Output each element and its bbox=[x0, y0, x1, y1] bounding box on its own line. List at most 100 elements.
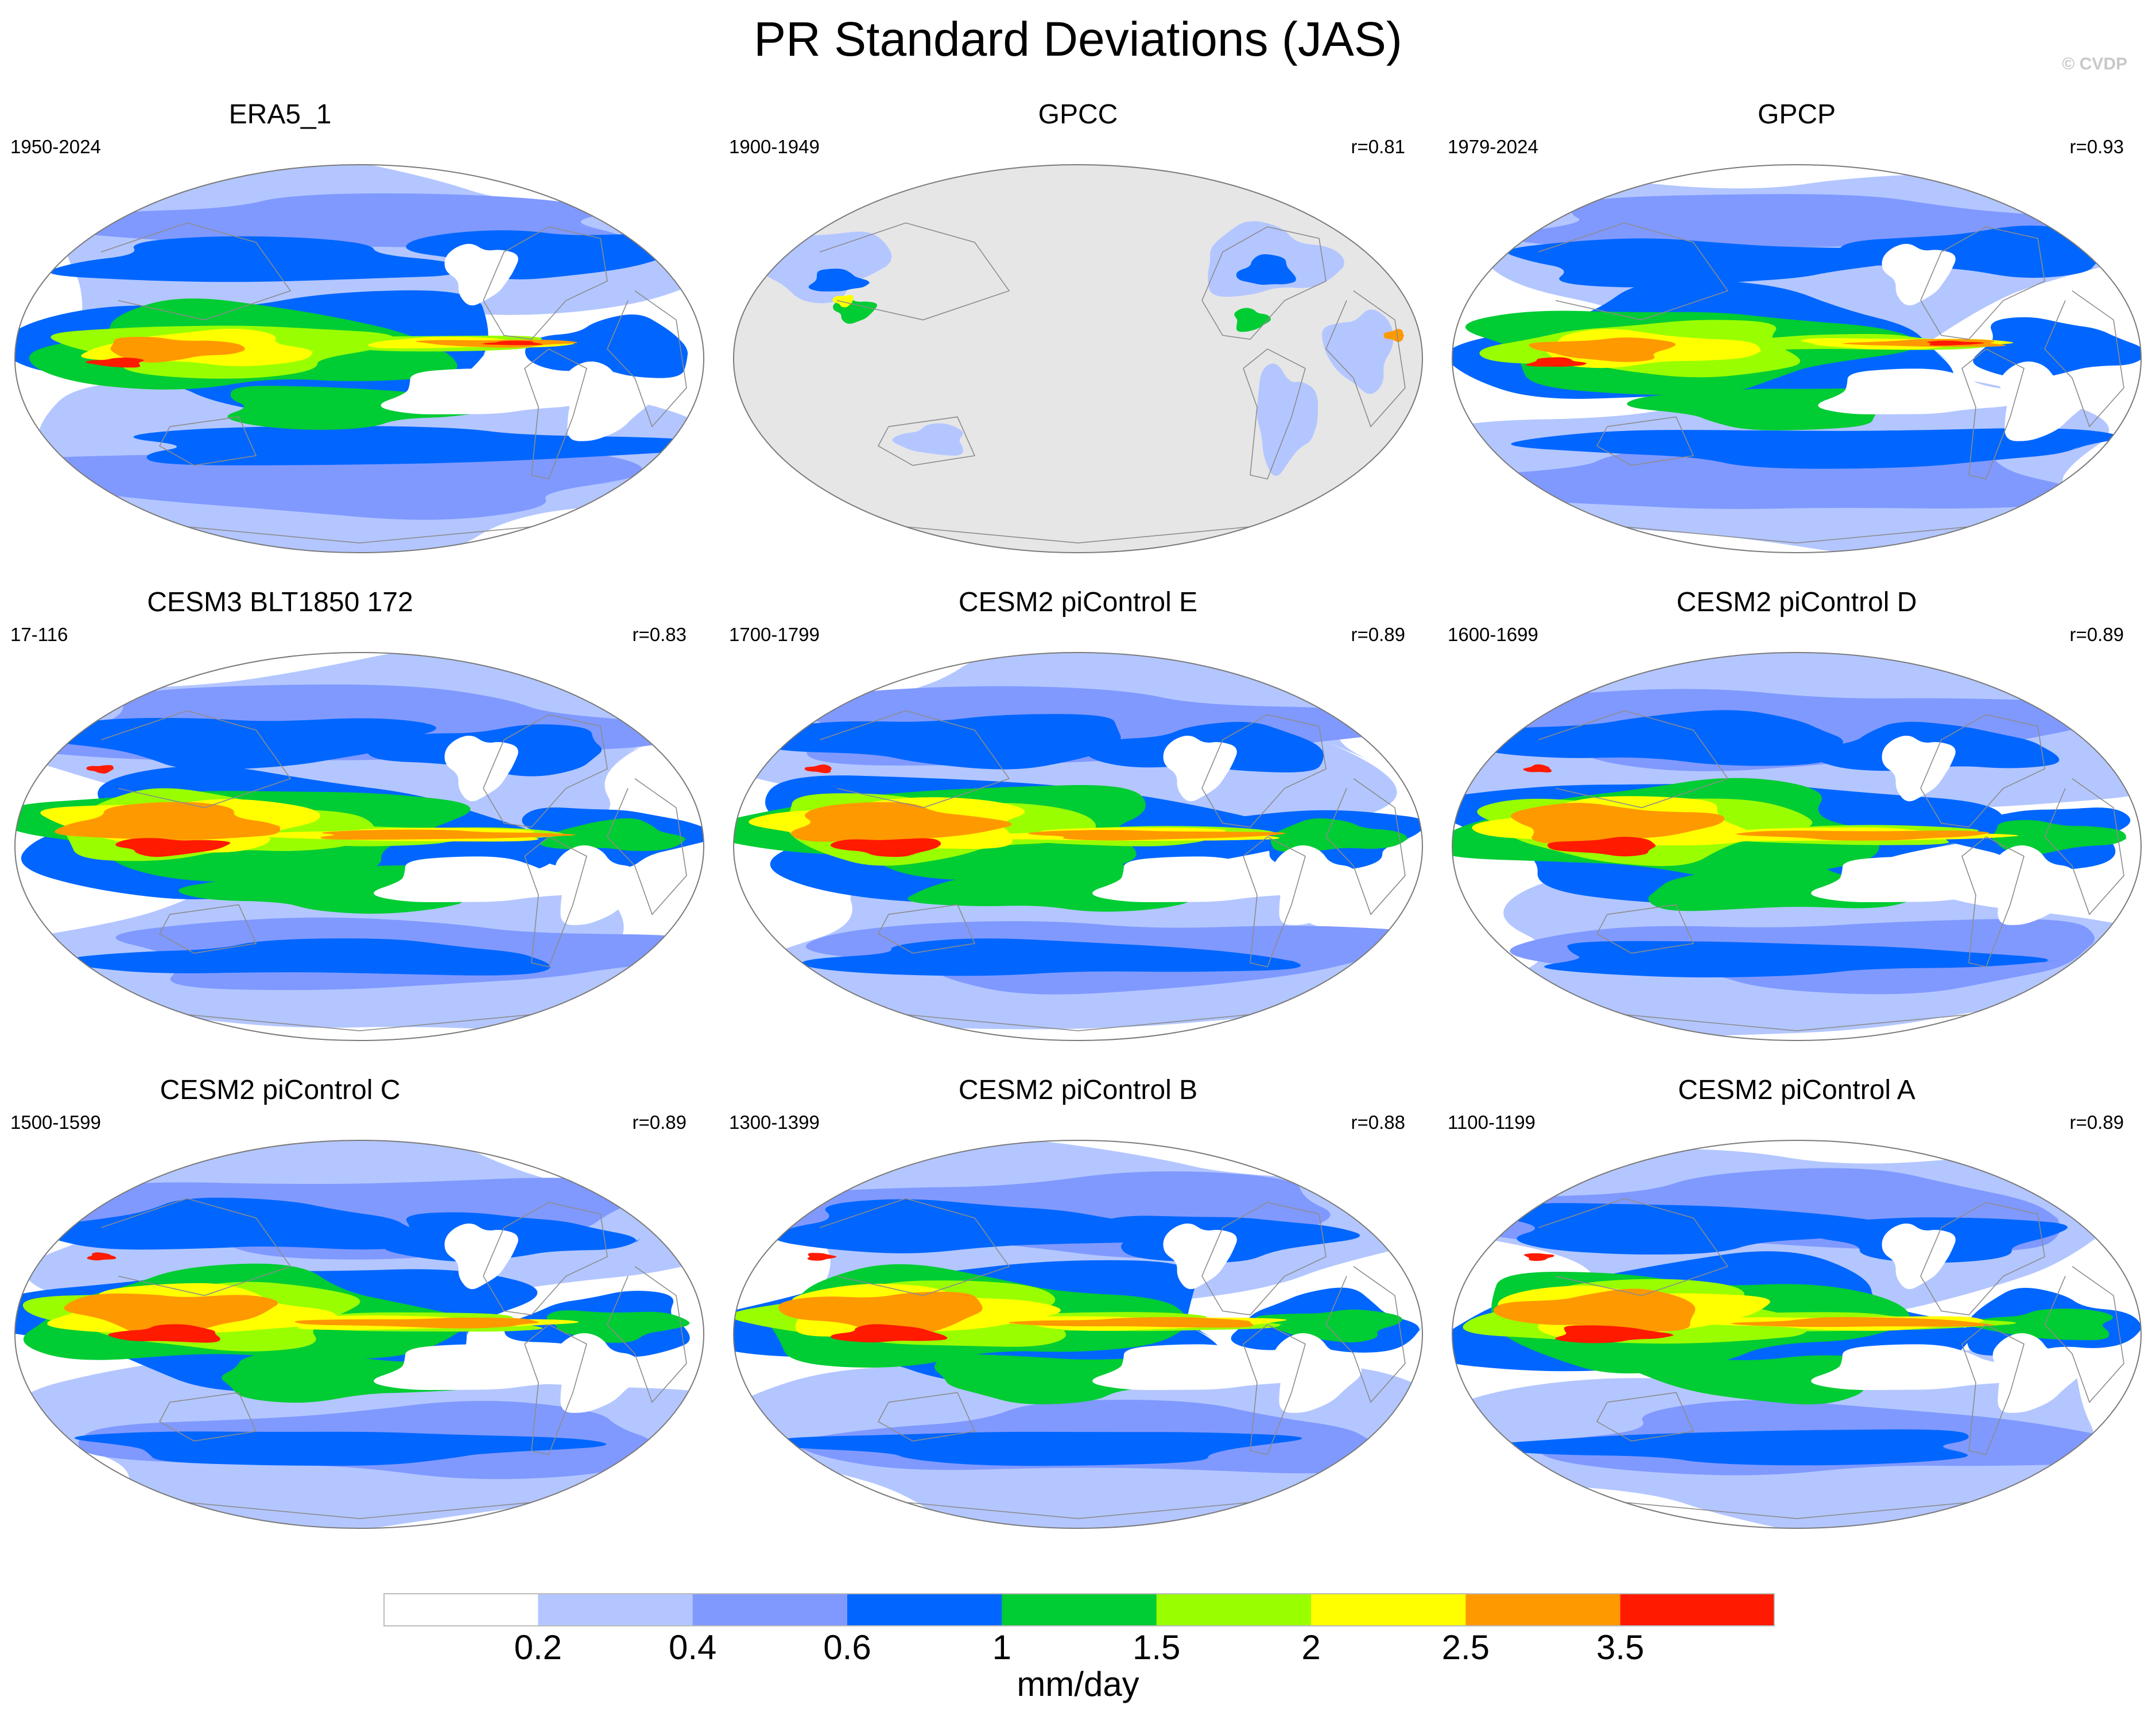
panel-years: 1300-1399 bbox=[729, 1112, 820, 1133]
colorbar-tick-label: 0.2 bbox=[514, 1628, 563, 1667]
coastline bbox=[158, 904, 257, 954]
coastline bbox=[1538, 222, 1729, 321]
panel-correlation: r=0.88 bbox=[1351, 1112, 1406, 1133]
coastline bbox=[1325, 290, 1406, 428]
coastline bbox=[2044, 778, 2124, 915]
coastline bbox=[1920, 226, 2045, 340]
coastline bbox=[1920, 1202, 2045, 1316]
precip-contour bbox=[74, 1431, 622, 1466]
coastline bbox=[819, 710, 1010, 809]
colorbar-tick-label: 1.5 bbox=[1132, 1628, 1181, 1667]
coastline bbox=[877, 416, 976, 466]
colorbar-swatch bbox=[1156, 1593, 1312, 1626]
precip-contour bbox=[1511, 428, 2119, 469]
precip-contour bbox=[179, 865, 463, 914]
precip-contour bbox=[1092, 1344, 1327, 1391]
coastline bbox=[1538, 710, 1729, 809]
precip-contour bbox=[1163, 1223, 1237, 1290]
coastline bbox=[158, 416, 257, 466]
precip-contour bbox=[1555, 1325, 1678, 1344]
coastline bbox=[607, 1266, 687, 1403]
coastline bbox=[524, 348, 587, 480]
precip-contour bbox=[1882, 1223, 1956, 1290]
precip-contour bbox=[1731, 1317, 1994, 1327]
precip-contour bbox=[1811, 856, 2045, 903]
precip-contour bbox=[1882, 735, 1956, 802]
map-panel: GPCC 1900-1949 r=0.81 bbox=[719, 98, 1437, 591]
precip-contour bbox=[540, 818, 688, 851]
colorbar-swatch bbox=[1465, 1593, 1621, 1626]
coastline bbox=[2044, 290, 2124, 428]
precip-contour bbox=[1257, 363, 1319, 476]
precip-contour bbox=[108, 1324, 220, 1343]
colorbar-swatch bbox=[1002, 1593, 1157, 1626]
robinson-map bbox=[1445, 1136, 2148, 1532]
precip-contour bbox=[555, 845, 647, 925]
precip-contour bbox=[1511, 802, 1725, 845]
precip-contour bbox=[525, 314, 688, 378]
map-border bbox=[14, 1140, 704, 1529]
colorbar-frame bbox=[383, 1593, 1775, 1626]
map-border bbox=[733, 652, 1423, 1041]
precip-contour bbox=[1274, 1333, 1366, 1413]
colorbar-tick-label: 0.6 bbox=[823, 1628, 871, 1667]
precip-contour bbox=[294, 1317, 542, 1329]
coastline bbox=[1920, 714, 2045, 828]
precip-contour bbox=[444, 243, 518, 306]
coastline bbox=[158, 1392, 257, 1442]
precip-contour bbox=[804, 764, 832, 774]
precip-contour bbox=[49, 236, 468, 282]
precip-contour bbox=[1992, 845, 2084, 925]
panel-correlation: r=0.89 bbox=[1351, 624, 1406, 645]
colorbar-swatch bbox=[1311, 1593, 1466, 1626]
coastline bbox=[1596, 904, 1694, 954]
precip-contour bbox=[15, 444, 643, 520]
precip-contour bbox=[1504, 1203, 1925, 1255]
panel-correlation: r=0.89 bbox=[2069, 1112, 2124, 1133]
precip-contour bbox=[1027, 830, 1286, 841]
precip-contour bbox=[86, 765, 114, 774]
panel-years: 1600-1699 bbox=[1448, 624, 1538, 645]
robinson-map bbox=[1445, 161, 2148, 557]
coastline bbox=[1201, 1202, 1327, 1316]
precip-contour bbox=[34, 717, 436, 770]
map-border bbox=[733, 164, 1423, 553]
precip-contour bbox=[1811, 1344, 2045, 1391]
precip-contour bbox=[1163, 735, 1237, 802]
panel-title: ERA5_1 bbox=[228, 99, 332, 130]
precip-contour bbox=[64, 1293, 278, 1334]
precip-contour bbox=[483, 340, 543, 345]
map-border bbox=[1452, 164, 2142, 553]
precip-contour bbox=[1882, 243, 1956, 306]
coastline bbox=[100, 1198, 292, 1296]
precip-contour bbox=[1523, 764, 1552, 772]
precip-contour bbox=[808, 269, 871, 292]
coastline bbox=[877, 904, 976, 954]
robinson-map bbox=[727, 161, 1429, 557]
precip-contour bbox=[807, 1253, 838, 1261]
precip-contour bbox=[832, 294, 854, 308]
precip-contour bbox=[1472, 710, 1847, 766]
precip-contour bbox=[1321, 309, 1394, 394]
panel-correlation: r=0.83 bbox=[632, 624, 687, 645]
coastline bbox=[1201, 714, 1327, 828]
colorbar-tick-label: 2.5 bbox=[1441, 1628, 1490, 1667]
coastline bbox=[607, 290, 687, 428]
panel-title: CESM2 piControl C bbox=[160, 1075, 401, 1105]
precip-contour bbox=[1234, 308, 1273, 332]
panel-title: CESM2 piControl B bbox=[958, 1075, 1198, 1105]
page-title: PR Standard Deviations (JAS) bbox=[754, 12, 1402, 66]
robinson-map bbox=[8, 161, 711, 557]
coastline bbox=[1325, 1266, 1406, 1403]
precip-contour bbox=[892, 423, 963, 456]
precip-contour bbox=[1999, 361, 2091, 441]
precip-contour bbox=[65, 938, 550, 976]
precip-contour bbox=[1818, 368, 2037, 415]
precip-contour bbox=[1927, 340, 1986, 346]
panel-years: 1500-1599 bbox=[10, 1112, 101, 1133]
coastline bbox=[1201, 226, 1327, 340]
coastline bbox=[871, 523, 1285, 543]
precip-contour bbox=[1843, 339, 2006, 347]
map-panel: CESM2 piControl A 1100-1199 r=0.89 bbox=[1437, 1073, 2156, 1567]
precip-contour bbox=[85, 358, 144, 368]
